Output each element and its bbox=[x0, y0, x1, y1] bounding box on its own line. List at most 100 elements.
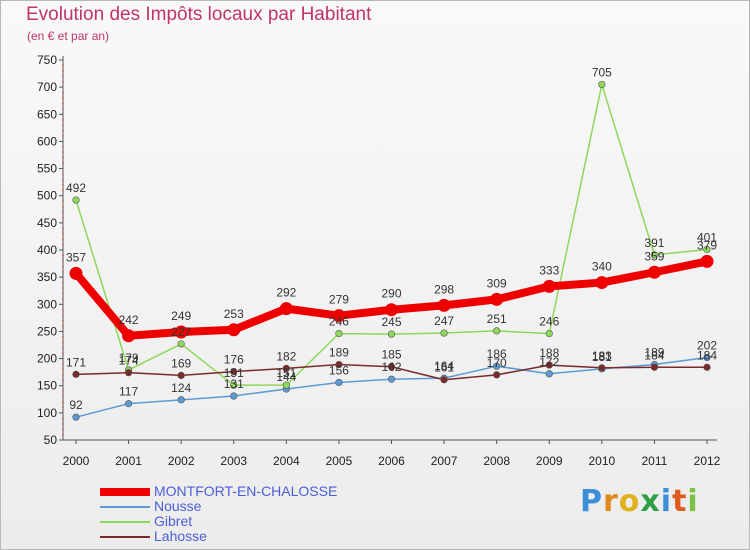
y-minor-tick bbox=[62, 254, 64, 256]
legend-swatch bbox=[100, 521, 150, 523]
y-minor-tick bbox=[62, 287, 64, 289]
y-tick-label: 50 bbox=[44, 433, 58, 447]
data-point bbox=[387, 330, 396, 338]
data-label: 492 bbox=[66, 181, 86, 195]
data-point bbox=[177, 340, 185, 348]
data-point bbox=[335, 378, 343, 387]
data-label: 171 bbox=[66, 355, 86, 369]
y-minor-tick bbox=[62, 216, 64, 218]
logo-letter: o bbox=[618, 484, 641, 519]
data-label: 242 bbox=[119, 313, 139, 327]
data-point bbox=[545, 330, 553, 338]
data-label: 246 bbox=[539, 315, 559, 329]
y-minor-tick bbox=[62, 423, 64, 425]
data-point bbox=[177, 396, 185, 404]
y-tick-label: 100 bbox=[37, 406, 57, 420]
y-minor-tick bbox=[62, 108, 64, 110]
data-label: 253 bbox=[224, 307, 244, 321]
y-minor-tick bbox=[62, 390, 64, 392]
x-tick-label: 2006 bbox=[378, 454, 405, 468]
data-label: 245 bbox=[381, 315, 401, 329]
data-point bbox=[387, 363, 396, 371]
y-tick-label: 400 bbox=[37, 243, 57, 257]
data-point bbox=[493, 371, 501, 379]
x-tick-label: 2012 bbox=[694, 454, 721, 468]
y-minor-tick bbox=[62, 374, 64, 376]
y-minor-tick bbox=[62, 428, 64, 430]
data-point bbox=[230, 381, 238, 389]
data-label: 357 bbox=[66, 250, 86, 264]
series-montfort-en-chalosse bbox=[69, 254, 714, 343]
y-minor-tick bbox=[62, 309, 64, 311]
y-minor-tick bbox=[62, 336, 64, 338]
data-label: 333 bbox=[539, 263, 559, 277]
y-minor-tick bbox=[62, 75, 64, 77]
data-label: 309 bbox=[487, 276, 507, 290]
data-label: 249 bbox=[171, 309, 191, 323]
y-minor-tick bbox=[62, 151, 64, 153]
legend-label: MONTFORT-EN-CHALOSSE bbox=[154, 483, 338, 499]
y-minor-tick bbox=[62, 379, 64, 381]
legend-label: Nousse bbox=[154, 498, 202, 514]
x-tick-label: 2005 bbox=[326, 454, 353, 468]
y-tick-label: 550 bbox=[37, 162, 57, 176]
logo-letter: t bbox=[672, 484, 688, 519]
data-point bbox=[124, 369, 133, 377]
y-minor-tick bbox=[62, 401, 64, 403]
y-tick-label: 200 bbox=[37, 352, 57, 366]
data-label: 151 bbox=[276, 366, 296, 380]
y-minor-tick bbox=[62, 244, 64, 246]
data-point bbox=[493, 362, 501, 370]
data-label: 172 bbox=[539, 355, 559, 369]
x-tick-label: 2009 bbox=[536, 454, 563, 468]
data-label: 174 bbox=[119, 354, 139, 368]
data-label: 705 bbox=[592, 65, 612, 79]
series-gibret bbox=[72, 80, 711, 389]
data-label: 279 bbox=[329, 293, 349, 307]
data-point bbox=[282, 364, 290, 372]
y-minor-tick bbox=[62, 124, 64, 126]
y-minor-tick bbox=[62, 70, 64, 72]
data-label: 202 bbox=[697, 338, 717, 352]
legend-swatch bbox=[100, 536, 150, 538]
data-label: 183 bbox=[592, 349, 612, 363]
data-label: 189 bbox=[644, 346, 664, 360]
y-minor-tick bbox=[62, 211, 64, 213]
data-label: 251 bbox=[487, 312, 507, 326]
data-point bbox=[703, 353, 711, 362]
y-minor-tick bbox=[62, 271, 64, 273]
y-minor-tick bbox=[62, 282, 64, 284]
data-point bbox=[700, 254, 714, 268]
logo-letter: i bbox=[660, 484, 673, 519]
y-minor-tick bbox=[62, 146, 64, 148]
data-point bbox=[227, 323, 241, 337]
data-label: 359 bbox=[644, 249, 664, 263]
data-label: 117 bbox=[119, 385, 138, 399]
data-point bbox=[650, 363, 659, 371]
y-minor-tick bbox=[62, 135, 64, 137]
y-tick-label: 650 bbox=[37, 107, 57, 121]
logo-letter: P bbox=[580, 484, 603, 519]
y-tick-label: 600 bbox=[37, 134, 57, 148]
y-minor-tick bbox=[62, 325, 64, 327]
data-point bbox=[335, 330, 343, 338]
proxiti-logo: Proxiti bbox=[580, 484, 699, 519]
data-label: 186 bbox=[487, 347, 507, 361]
y-minor-tick bbox=[62, 227, 64, 229]
data-point bbox=[703, 245, 711, 254]
data-label: 292 bbox=[276, 286, 296, 300]
data-label: 169 bbox=[171, 356, 191, 370]
x-tick-label: 2003 bbox=[220, 454, 247, 468]
y-minor-tick bbox=[62, 97, 64, 99]
data-point bbox=[440, 329, 448, 337]
x-tick-label: 2001 bbox=[115, 454, 142, 468]
data-point bbox=[598, 364, 606, 372]
data-label: 247 bbox=[434, 314, 454, 328]
y-minor-tick bbox=[62, 406, 64, 408]
data-point bbox=[387, 375, 396, 383]
y-minor-tick bbox=[62, 352, 64, 354]
y-tick-label: 350 bbox=[37, 270, 57, 284]
y-minor-tick bbox=[62, 347, 64, 349]
data-point bbox=[437, 298, 451, 312]
y-minor-tick bbox=[62, 265, 64, 267]
